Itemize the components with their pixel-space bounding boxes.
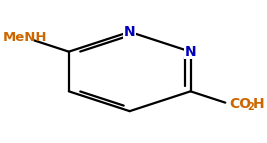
Text: CO: CO bbox=[230, 97, 252, 111]
Text: H: H bbox=[253, 97, 265, 111]
Text: 2: 2 bbox=[248, 102, 254, 112]
Text: N: N bbox=[124, 25, 135, 39]
Text: N: N bbox=[185, 45, 196, 59]
Text: MeNH: MeNH bbox=[3, 31, 48, 44]
